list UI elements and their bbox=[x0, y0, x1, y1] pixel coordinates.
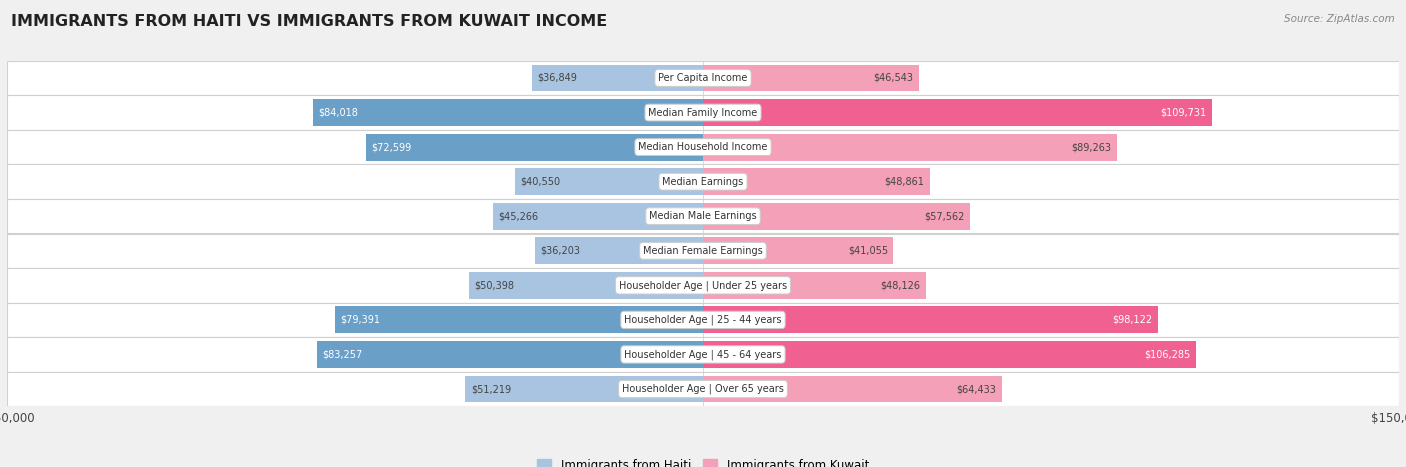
Text: Median Household Income: Median Household Income bbox=[638, 142, 768, 152]
Bar bbox=[703, 168, 929, 195]
Text: $106,285: $106,285 bbox=[1144, 349, 1191, 360]
Text: $46,543: $46,543 bbox=[873, 73, 914, 83]
Bar bbox=[7, 199, 1399, 234]
Bar bbox=[470, 272, 703, 299]
Text: $36,849: $36,849 bbox=[537, 73, 578, 83]
Bar bbox=[703, 134, 1118, 161]
Text: $72,599: $72,599 bbox=[371, 142, 412, 152]
Bar bbox=[494, 203, 703, 230]
Text: $79,391: $79,391 bbox=[340, 315, 380, 325]
Bar bbox=[7, 234, 1399, 268]
Bar bbox=[703, 272, 927, 299]
Text: $48,861: $48,861 bbox=[884, 177, 924, 187]
Bar bbox=[7, 164, 1399, 199]
Bar bbox=[335, 306, 703, 333]
Text: IMMIGRANTS FROM HAITI VS IMMIGRANTS FROM KUWAIT INCOME: IMMIGRANTS FROM HAITI VS IMMIGRANTS FROM… bbox=[11, 14, 607, 29]
Bar bbox=[703, 64, 920, 92]
Bar bbox=[703, 306, 1159, 333]
Bar bbox=[531, 64, 703, 92]
Bar bbox=[314, 99, 703, 126]
Text: $57,562: $57,562 bbox=[924, 211, 965, 221]
Bar bbox=[515, 168, 703, 195]
Text: $40,550: $40,550 bbox=[520, 177, 561, 187]
Text: $45,266: $45,266 bbox=[499, 211, 538, 221]
Text: $50,398: $50,398 bbox=[475, 280, 515, 290]
Bar bbox=[7, 268, 1399, 303]
Text: $89,263: $89,263 bbox=[1071, 142, 1112, 152]
Bar bbox=[7, 61, 1399, 95]
Text: Householder Age | Over 65 years: Householder Age | Over 65 years bbox=[621, 384, 785, 394]
Bar bbox=[703, 375, 1002, 403]
Text: $51,219: $51,219 bbox=[471, 384, 510, 394]
Text: Median Male Earnings: Median Male Earnings bbox=[650, 211, 756, 221]
Bar bbox=[703, 203, 970, 230]
Text: $109,731: $109,731 bbox=[1160, 107, 1206, 118]
Text: $84,018: $84,018 bbox=[319, 107, 359, 118]
Bar bbox=[7, 372, 1399, 406]
Text: $36,203: $36,203 bbox=[540, 246, 581, 256]
Bar bbox=[7, 303, 1399, 337]
Bar bbox=[7, 337, 1399, 372]
Text: Householder Age | 45 - 64 years: Householder Age | 45 - 64 years bbox=[624, 349, 782, 360]
Text: Householder Age | Under 25 years: Householder Age | Under 25 years bbox=[619, 280, 787, 290]
Bar bbox=[703, 237, 893, 264]
Text: Median Female Earnings: Median Female Earnings bbox=[643, 246, 763, 256]
Text: $41,055: $41,055 bbox=[848, 246, 889, 256]
Bar bbox=[316, 341, 703, 368]
Bar bbox=[536, 237, 703, 264]
Legend: Immigrants from Haiti, Immigrants from Kuwait: Immigrants from Haiti, Immigrants from K… bbox=[533, 454, 873, 467]
Text: Source: ZipAtlas.com: Source: ZipAtlas.com bbox=[1284, 14, 1395, 24]
Bar bbox=[703, 99, 1212, 126]
Text: $98,122: $98,122 bbox=[1112, 315, 1153, 325]
Text: $48,126: $48,126 bbox=[880, 280, 921, 290]
Bar bbox=[465, 375, 703, 403]
Text: Householder Age | 25 - 44 years: Householder Age | 25 - 44 years bbox=[624, 315, 782, 325]
Text: Median Family Income: Median Family Income bbox=[648, 107, 758, 118]
Bar bbox=[7, 130, 1399, 164]
Bar bbox=[7, 95, 1399, 130]
Text: $64,433: $64,433 bbox=[956, 384, 997, 394]
Text: Median Earnings: Median Earnings bbox=[662, 177, 744, 187]
Bar bbox=[703, 341, 1197, 368]
Bar bbox=[366, 134, 703, 161]
Text: $83,257: $83,257 bbox=[322, 349, 363, 360]
Text: Per Capita Income: Per Capita Income bbox=[658, 73, 748, 83]
